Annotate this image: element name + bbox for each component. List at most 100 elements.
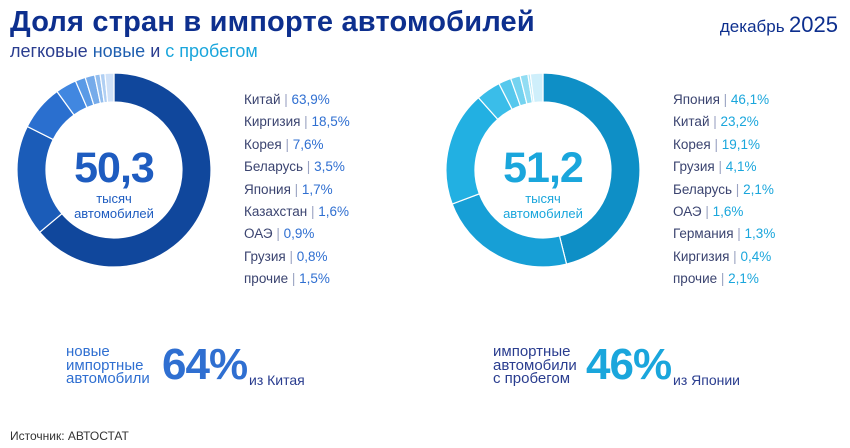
legend-value: 1,6% [712, 203, 744, 219]
donut-slice-япония [542, 72, 641, 265]
total-used-label-2: автомобилей [503, 206, 583, 221]
legend-value: 1,7% [301, 181, 333, 197]
legend-value: 2,1% [743, 181, 774, 197]
legend-value: 3,5% [314, 159, 345, 175]
legend-label: Беларусь [244, 159, 304, 175]
donut-slice-прочие [529, 72, 544, 104]
legend-value: 19,1% [721, 136, 760, 152]
legend-item-прочие: прочие | 1,5% [244, 268, 350, 290]
legend-value: 0,8% [296, 248, 328, 264]
legend-item-китай: Китай | 23,2% [673, 111, 775, 133]
subtitle-used: с пробегом [165, 41, 258, 61]
callout-new-line2: импортные [66, 356, 144, 374]
legend-separator: | [307, 203, 319, 219]
total-new-label-1: тысяч [96, 191, 132, 206]
legend-value: 0,9% [283, 226, 315, 242]
callout-used-desc: импортные автомобили с пробегом [493, 343, 577, 387]
legend-label: Беларусь [673, 181, 733, 197]
legend-label: Китай [244, 92, 281, 107]
callout-used-line1: импортные [493, 343, 571, 360]
legend-value: 1,3% [744, 226, 776, 242]
legend-item-грузия: Грузия | 4,1% [673, 156, 775, 178]
legend-separator: | [710, 136, 722, 152]
legend-separator: | [280, 92, 292, 107]
legend-value: 7,6% [292, 136, 324, 152]
legend-label: Корея [244, 136, 282, 152]
donut-center-new: 50,3 тысяч автомобилей [44, 145, 184, 221]
legend-separator: | [714, 159, 726, 175]
callout-used-line3: с пробегом [493, 370, 571, 387]
callout-new-from: из Китая [249, 372, 305, 388]
source-note: Источник: АВТОСТАТ [10, 429, 129, 443]
legend-separator: | [300, 114, 312, 130]
legend-label: прочие [673, 271, 718, 287]
legend-separator: | [729, 248, 741, 264]
legend-value: 63,9% [291, 92, 330, 107]
legend-label: Грузия [244, 248, 286, 264]
legend-item-китай: Китай | 63,9% [244, 89, 350, 111]
legend-separator: | [717, 271, 729, 287]
subtitle-new: новые [92, 41, 146, 61]
legend-item-корея: Корея | 19,1% [673, 134, 775, 156]
legend-label: прочие [244, 271, 289, 287]
legend-separator: | [290, 181, 302, 197]
legend-separator: | [709, 114, 721, 130]
legend-label: ОАЭ [673, 203, 702, 219]
callout-new-line1: новые [66, 343, 110, 360]
legend-separator: | [285, 248, 297, 264]
legend-item-германия: Германия | 1,3% [673, 223, 775, 245]
total-used-label-1: тысяч [525, 191, 561, 206]
legend-label: Китай [673, 114, 710, 130]
legend-item-киргизия: Киргизия | 0,4% [673, 246, 775, 268]
report-month: декабрь [719, 17, 785, 36]
legend-label: Казахстан [244, 203, 308, 219]
legend-item-оаэ: ОАЭ | 0,9% [244, 223, 350, 245]
callout-used-from: из Японии [673, 372, 740, 388]
donut-chart-new [16, 72, 212, 268]
legend-item-оаэ: ОАЭ | 1,6% [673, 201, 775, 223]
legend-label: Япония [673, 92, 720, 107]
legend-value: 0,4% [740, 248, 772, 264]
legend-item-япония: Япония | 46,1% [673, 89, 775, 111]
legend-value: 1,6% [318, 203, 350, 219]
callout-new-desc: новые импортные автомобили [66, 343, 150, 387]
legend-separator: | [733, 226, 745, 242]
legend-item-грузия: Грузия | 0,8% [244, 246, 350, 268]
legend-item-казахстан: Казахстан | 1,6% [244, 201, 350, 223]
legend-separator: | [281, 136, 293, 152]
donut-chart-used [445, 72, 641, 268]
legend-label: Япония [244, 181, 291, 197]
legend-separator: | [701, 203, 713, 219]
legend-item-киргизия: Киргизия | 18,5% [244, 111, 350, 133]
legend-separator: | [303, 159, 315, 175]
legend-new: Китай | 63,9% Киргизия | 18,5% Корея | 7,6… [244, 89, 350, 291]
legend-value: 4,1% [725, 159, 757, 175]
donut-slice-китай [38, 72, 212, 268]
callout-used-percent: 46% [586, 340, 672, 389]
legend-label: Киргизия [673, 248, 730, 264]
legend-label: Киргизия [244, 114, 301, 130]
legend-separator: | [732, 181, 744, 197]
subtitle-and: и [150, 41, 161, 61]
page-title: Доля стран в импорте автомобилей [10, 6, 535, 38]
callout-new-line3: автомобили [66, 370, 150, 387]
donut-slice-прочие [104, 72, 115, 103]
donut-center-used: 51,2 тысяч автомобилей [473, 145, 613, 221]
legend-used: Япония | 46,1% Китай | 23,2% Корея | 19,1%… [673, 89, 775, 291]
total-used-value: 51,2 [503, 144, 584, 192]
legend-item-япония: Япония | 1,7% [244, 179, 350, 201]
total-new-label-2: автомобилей [74, 206, 154, 221]
legend-value: 2,1% [728, 271, 759, 287]
legend-item-прочие: прочие | 2,1% [673, 268, 775, 290]
legend-value: 1,5% [299, 271, 330, 287]
legend-item-беларусь: Беларусь | 3,5% [244, 156, 350, 178]
legend-label: Корея [673, 136, 711, 152]
legend-item-беларусь: Беларусь | 2,1% [673, 179, 775, 201]
legend-separator: | [288, 271, 300, 287]
report-year: 2025 [789, 12, 838, 37]
legend-value: 18,5% [311, 114, 350, 130]
legend-value: 46,1% [730, 92, 770, 107]
page-subtitle: легковые новые и с пробегом [10, 41, 258, 62]
legend-item-корея: Корея | 7,6% [244, 134, 350, 156]
legend-label: Грузия [673, 159, 715, 175]
